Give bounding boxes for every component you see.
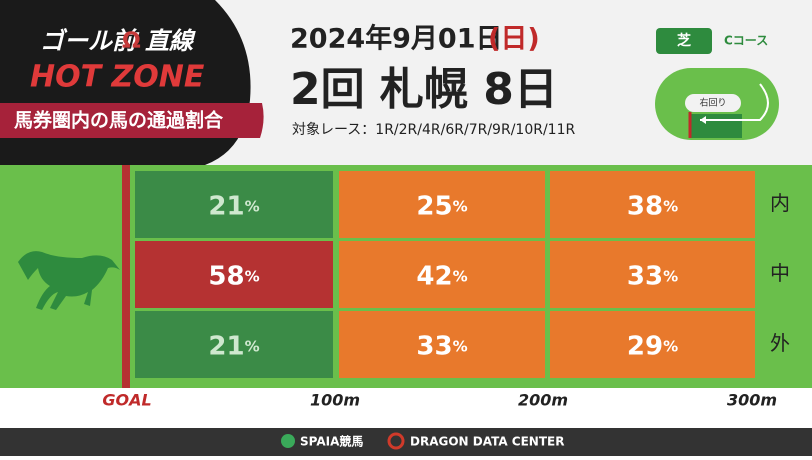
distance-label: 300m bbox=[727, 391, 777, 410]
zone-unit: % bbox=[245, 267, 260, 285]
zone-number: 33 bbox=[416, 331, 452, 361]
zone-number: 58 bbox=[208, 261, 244, 291]
weekday: (日) bbox=[488, 24, 540, 55]
zone-number: 21 bbox=[208, 191, 244, 221]
brand2: DRAGON DATA CENTER bbox=[410, 435, 564, 449]
distance-label: GOAL bbox=[102, 391, 151, 410]
distance-label: 100m bbox=[310, 391, 360, 410]
footer-bg bbox=[0, 428, 812, 456]
zone-number: 33 bbox=[627, 261, 663, 291]
surface: 芝 bbox=[677, 32, 691, 49]
brand1: SPAIA競馬 bbox=[300, 434, 363, 449]
zone-number: 38 bbox=[627, 191, 663, 221]
subtitle: 馬券圏内の馬の通過割合 bbox=[14, 109, 224, 132]
zone-unit: % bbox=[663, 267, 678, 285]
zone-unit: % bbox=[663, 337, 678, 355]
zone-unit: % bbox=[453, 337, 468, 355]
course: Cコース bbox=[724, 34, 768, 48]
zone-unit: % bbox=[663, 197, 678, 215]
zone-unit: % bbox=[453, 197, 468, 215]
distance-label: 200m bbox=[518, 391, 568, 410]
row-label: 外 bbox=[770, 331, 790, 355]
logo-line2: 直線 bbox=[145, 27, 196, 55]
zone-number: 29 bbox=[627, 331, 663, 361]
zone-number: 25 bbox=[416, 191, 452, 221]
row-label: 内 bbox=[770, 191, 790, 215]
races: 対象レース：1R/2R/4R/6R/7R/9R/10R/11R bbox=[292, 122, 575, 138]
zone-number: 21 bbox=[208, 331, 244, 361]
goal-post bbox=[122, 165, 130, 388]
track-straight bbox=[690, 114, 742, 138]
row-label: 中 bbox=[770, 261, 790, 285]
meeting: 2回 札幌 8日 bbox=[290, 64, 558, 115]
spaia-icon bbox=[281, 434, 295, 448]
date: 2024年9月01日 bbox=[290, 23, 503, 55]
logo-hot: HOT ZONE bbox=[30, 60, 205, 95]
zone-unit: % bbox=[453, 267, 468, 285]
zone-unit: % bbox=[245, 337, 260, 355]
logo-horseshoe: Ω bbox=[122, 29, 141, 54]
zone-number: 42 bbox=[416, 261, 452, 291]
direction: 右回り bbox=[699, 97, 726, 109]
zone-unit: % bbox=[245, 197, 260, 215]
